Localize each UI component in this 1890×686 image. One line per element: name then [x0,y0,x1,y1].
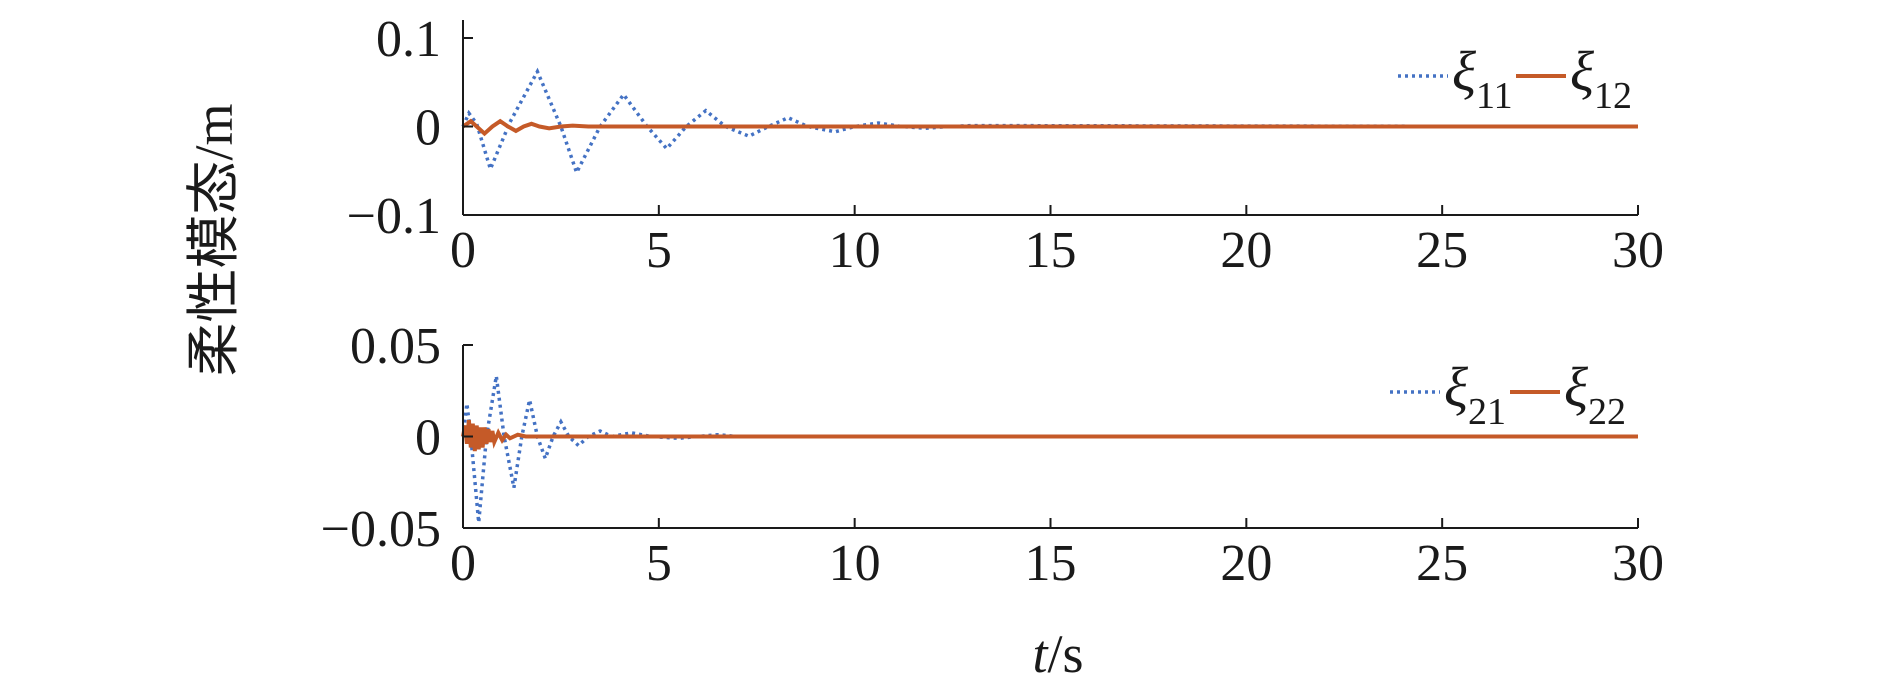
legend-label-xi11: ξ11 [1452,41,1513,117]
y-tick-label: 0 [415,100,441,157]
panel-top-y-ticks: 0.1 0 −0.1 [347,11,473,245]
legend-label-xi21: ξ21 [1444,357,1506,433]
y-tick-label: −0.05 [321,501,441,558]
legend-label-xi22: ξ22 [1564,357,1626,433]
x-axis-title: t/s [1032,624,1083,684]
panel-bottom: 0 5 10 15 20 25 30 0.050−0.05 ξ21 ξ22 [321,318,1664,592]
x-tick-label: 10 [829,535,881,592]
series-line-xi12 [461,118,1638,137]
x-tick-label: 30 [1612,535,1664,592]
panel-bottom-legend: ξ21 ξ22 [1390,357,1626,433]
series-line-xi22 [461,419,1638,452]
y-tick-label: 0.1 [376,11,441,68]
x-tick-label: 25 [1416,222,1468,279]
legend-sub-xi21: 21 [1468,391,1506,433]
panel-bottom-x-ticks: 0 5 10 15 20 25 30 [450,518,1664,592]
x-tick-label: 20 [1220,222,1272,279]
x-tick-label: 15 [1025,535,1077,592]
panel-top: 0 5 10 15 20 25 30 0.10−0.1 ξ11 ξ12 [347,11,1664,279]
legend-sub-xi11: 11 [1476,75,1513,117]
x-tick-label: 25 [1416,535,1468,592]
x-axis-var: t [1032,624,1049,684]
legend-sub-xi22: 22 [1588,391,1626,433]
x-tick-label: 15 [1025,222,1077,279]
panel-top-x-ticks: 0 5 10 15 20 25 30 [450,205,1664,279]
y-tick-label: 0.05 [350,318,441,375]
y-tick-label: 0 [415,410,441,467]
panel-bottom-lines [461,375,1638,523]
x-tick-label: 0 [450,535,476,592]
panel-top-legend: ξ11 ξ12 [1398,41,1632,117]
x-tick-label: 20 [1220,535,1272,592]
x-axis-unit: /s [1047,624,1083,684]
legend-sub-xi12: 12 [1594,75,1632,117]
panel-bottom-y-ticks: 0.05 0 −0.05 [321,318,473,558]
panel-top-lines [461,67,1639,177]
x-tick-label: 30 [1612,222,1664,279]
x-tick-label: 10 [829,222,881,279]
x-tick-label: 5 [646,222,672,279]
legend-label-xi12: ξ12 [1570,41,1632,117]
x-tick-label: 0 [450,222,476,279]
y-tick-label: −0.1 [347,188,441,245]
y-axis-title: 柔性模态/m [184,103,244,376]
x-tick-label: 5 [646,535,672,592]
